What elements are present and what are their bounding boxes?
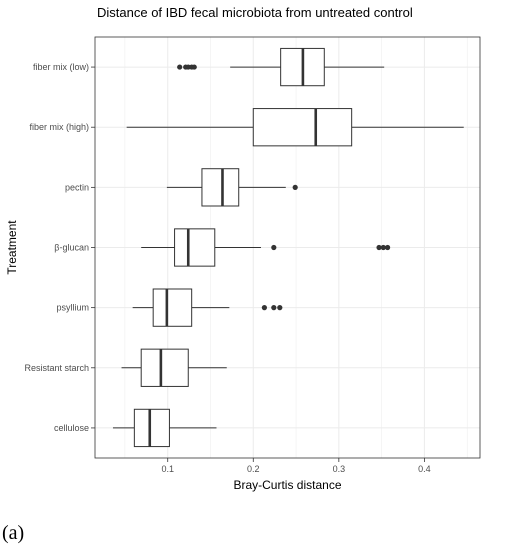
outlier-point (271, 305, 277, 311)
box-group (121, 348, 227, 387)
outlier-point (292, 184, 298, 190)
box-group (112, 408, 217, 448)
box-group (132, 288, 283, 327)
box-group (141, 228, 391, 267)
y-tick-label: psyllium (56, 303, 89, 313)
x-axis-label: Bray-Curtis distance (233, 478, 341, 492)
x-tick-label: 0.3 (333, 464, 346, 474)
outlier-point (385, 244, 391, 251)
box (140, 348, 189, 387)
y-tick-label: fiber mix (high) (29, 122, 89, 132)
y-tick-label: Resistant starch (24, 363, 89, 373)
y-tick-label: fiber mix (low) (33, 62, 89, 72)
y-tick-label: pectin (65, 182, 89, 192)
y-axis-label: Treatment (5, 220, 19, 275)
box (201, 168, 240, 207)
outlier-point (191, 64, 197, 70)
outlier-point (271, 244, 277, 251)
y-tick-label: cellulose (54, 423, 89, 433)
box-group (126, 108, 464, 147)
panel-label: (a) (2, 522, 25, 544)
outlier-point (261, 305, 267, 311)
x-tick-label: 0.4 (418, 464, 431, 474)
outlier-point (177, 64, 183, 70)
x-tick-label: 0.1 (161, 464, 174, 474)
x-axis-ticks: 0.1 0.2 0.3 0.4 (161, 458, 431, 474)
y-axis-ticks: fiber mix (low) fiber mix (high) pectin β-g… (24, 62, 95, 433)
outlier-point (277, 305, 283, 311)
box (252, 108, 353, 147)
y-tick-label: β-glucan (54, 243, 89, 253)
box-group (166, 168, 298, 207)
box-group (177, 47, 385, 87)
chart-title: Distance of IBD fecal microbiota from un… (97, 5, 413, 20)
boxes (112, 47, 464, 448)
box (152, 288, 193, 327)
outlier-point (376, 244, 382, 251)
x-tick-label: 0.2 (247, 464, 260, 474)
box (133, 408, 170, 448)
outlier-point (380, 244, 386, 251)
box (174, 228, 216, 267)
